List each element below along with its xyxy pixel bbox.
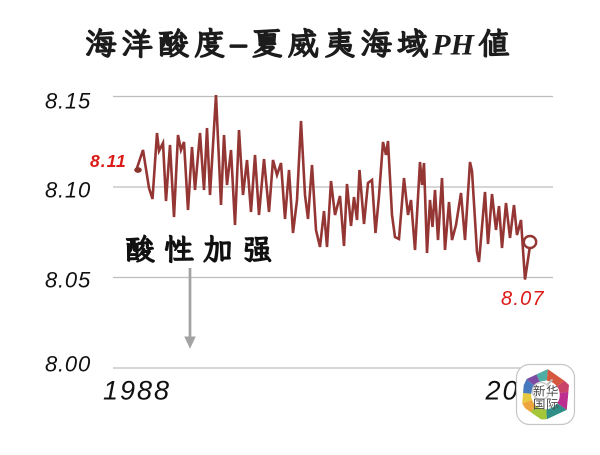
svg-text:8.10: 8.10: [45, 178, 91, 203]
svg-text:8.07: 8.07: [501, 288, 545, 310]
svg-text:8.05: 8.05: [45, 268, 91, 293]
svg-text:PH: PH: [431, 29, 475, 62]
svg-text:8.00: 8.00: [45, 352, 91, 377]
svg-text:8.11: 8.11: [90, 151, 127, 171]
svg-text:8.15: 8.15: [45, 89, 91, 114]
svg-text:1988: 1988: [103, 376, 171, 406]
